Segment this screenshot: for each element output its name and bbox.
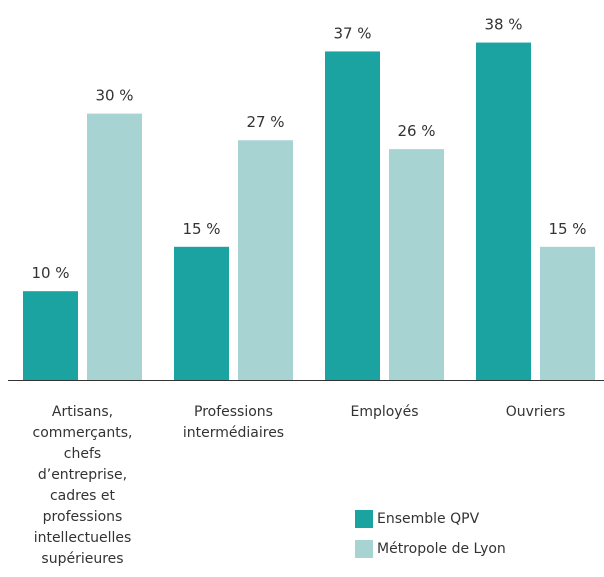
value-label: 26 % <box>397 122 435 140</box>
x-tick-label: Professions intermédiaires <box>182 404 285 441</box>
value-label: 37 % <box>333 24 371 42</box>
legend-swatch <box>355 510 373 528</box>
x-tick-label: Employés <box>350 404 419 420</box>
bar <box>238 140 293 380</box>
x-tick-label: Ouvriers <box>505 404 566 420</box>
bar <box>87 113 142 380</box>
legend-item: Ensemble QPV <box>355 510 479 528</box>
legend-swatch <box>355 540 373 558</box>
bar <box>389 149 444 380</box>
bar <box>325 51 380 380</box>
value-label: 27 % <box>246 113 284 131</box>
bar <box>540 246 595 380</box>
x-tick-label: Artisans, commerçants, chefs d’entrepris… <box>32 404 133 567</box>
value-label: 15 % <box>182 220 220 238</box>
value-label: 15 % <box>548 220 586 238</box>
legend-label: Métropole de Lyon <box>377 541 506 557</box>
bar <box>476 42 531 381</box>
value-label: 38 % <box>484 16 522 34</box>
bar <box>23 291 78 380</box>
legend-label: Ensemble QPV <box>377 511 480 527</box>
bar <box>174 246 229 380</box>
legend-item: Métropole de Lyon <box>355 540 506 558</box>
value-label: 10 % <box>31 264 69 282</box>
value-label: 30 % <box>95 87 133 105</box>
